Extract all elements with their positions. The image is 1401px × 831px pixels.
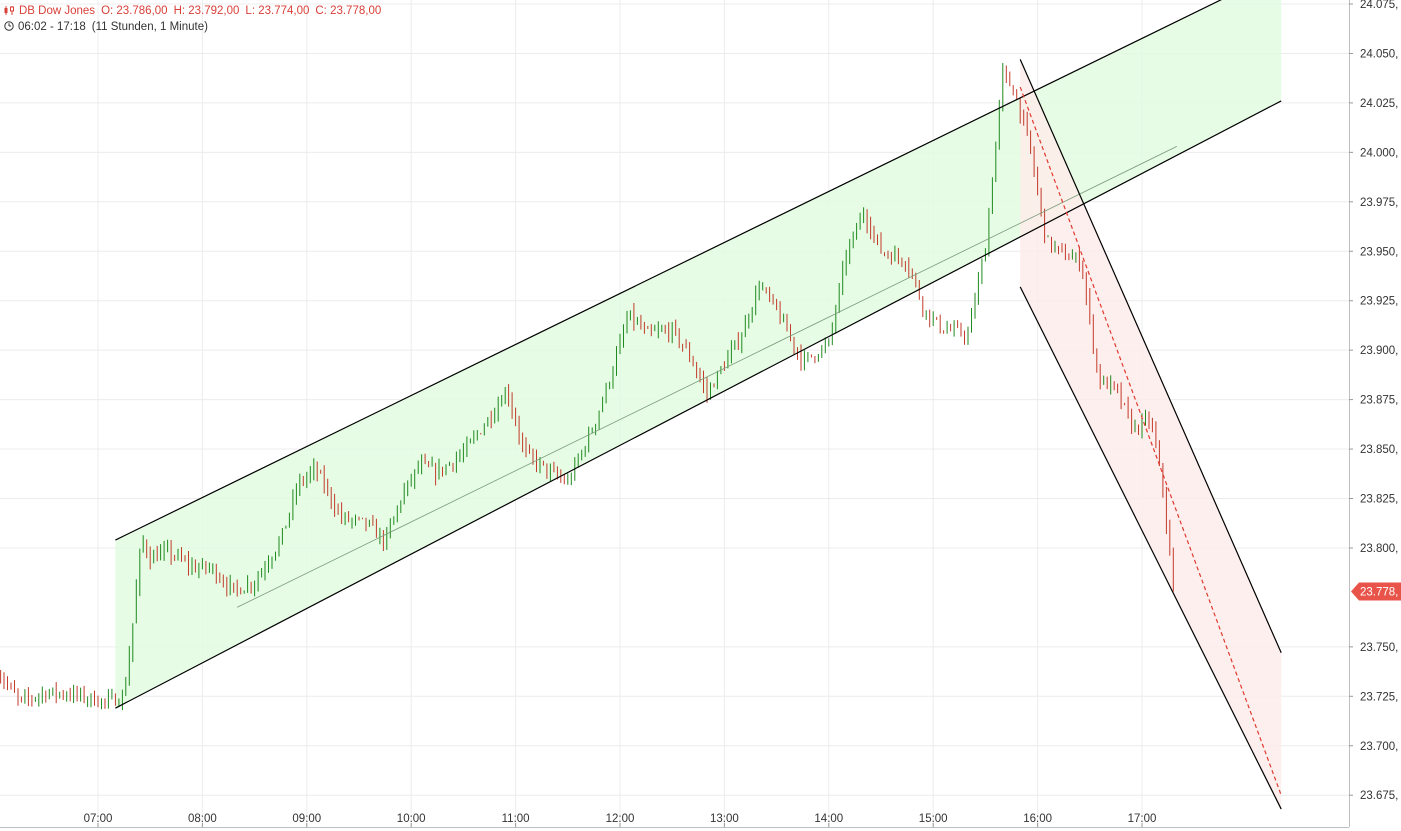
low-value: L: 23.774,00 <box>245 5 310 17</box>
channel-up-upper-line[interactable] <box>115 0 1281 541</box>
open-value: O: 23.786,00 <box>101 5 168 17</box>
x-tick-label: 09:00 <box>292 813 321 825</box>
clock-icon <box>4 21 14 31</box>
y-tick-label: 23.675, <box>1360 790 1398 802</box>
instrument-name: DB Dow Jones <box>19 5 96 17</box>
x-axis: 07:00 08:00 09:00 10:00 11:00 12:00 13:00 14:00… <box>0 813 1349 828</box>
y-tick-label: 23.900, <box>1360 345 1398 357</box>
y-tick-label: 24.000, <box>1360 147 1398 159</box>
y-tick-label: 23.725, <box>1360 691 1398 703</box>
y-tick-label: 23.975, <box>1360 197 1398 209</box>
chart-header: DB Dow Jones O: 23.786,00 H: 23.792,00 L: 2… <box>4 3 387 35</box>
channel-lines[interactable] <box>115 0 1282 810</box>
range-line: 06:02 - 17:18 (11 Stunden, 1 Minute) <box>4 19 387 35</box>
channel-up-median-line[interactable] <box>237 146 1177 608</box>
channel-up-lower-line[interactable] <box>115 100 1282 709</box>
channel-fills <box>115 0 1282 809</box>
y-tick-label: 23.750, <box>1360 642 1398 654</box>
channel-down-lower-line[interactable] <box>1019 286 1282 810</box>
interval-label: (11 Stunden, 1 Minute) <box>91 21 208 33</box>
y-tick-label: 24.025, <box>1360 98 1398 110</box>
y-tick-label: 23.950, <box>1360 246 1398 258</box>
x-tick-label: 16:00 <box>1023 813 1052 825</box>
x-tick-label: 17:00 <box>1128 813 1157 825</box>
y-tick-label: 23.875, <box>1360 395 1398 407</box>
candles-icon <box>4 6 14 15</box>
y-tick-label: 23.800, <box>1360 543 1398 555</box>
close-value: C: 23.778,00 <box>315 5 382 17</box>
y-axis: 24.075, 24.050, 24.025, 24.000, 23.975, 23.95… <box>1349 0 1398 827</box>
x-tick-label: 14:00 <box>814 813 843 825</box>
y-tick-label: 23.825, <box>1360 494 1398 506</box>
y-tick-label: 24.075, <box>1360 0 1398 11</box>
last-price-badge: 23.778, <box>1351 582 1401 601</box>
y-tick-label: 23.925, <box>1360 296 1398 308</box>
x-tick-label: 07:00 <box>84 813 113 825</box>
x-tick-label: 08:00 <box>188 813 217 825</box>
x-tick-label: 11:00 <box>502 813 530 825</box>
y-tick-label: 23.850, <box>1360 444 1398 456</box>
channel-fill-down <box>1020 59 1282 809</box>
channel-fill-up <box>115 0 1282 709</box>
channel-down-upper-line[interactable] <box>1019 59 1282 654</box>
ohlc-line: DB Dow Jones O: 23.786,00 H: 23.792,00 L: 2… <box>4 3 387 19</box>
price-badge-text: 23.778, <box>1360 586 1398 598</box>
x-tick-label: 10:00 <box>397 813 426 825</box>
y-tick-label: 23.700, <box>1360 741 1398 753</box>
time-range: 06:02 - 17:18 <box>18 21 86 33</box>
x-tick-label: 12:00 <box>606 813 635 825</box>
price-badge-bg <box>1351 582 1401 601</box>
y-tick-label: 24.050, <box>1360 48 1398 60</box>
x-tick-label: 13:00 <box>710 813 739 825</box>
candlestick-series <box>0 63 1174 711</box>
x-tick-label: 15:00 <box>919 813 948 825</box>
high-value: H: 23.792,00 <box>173 5 240 17</box>
